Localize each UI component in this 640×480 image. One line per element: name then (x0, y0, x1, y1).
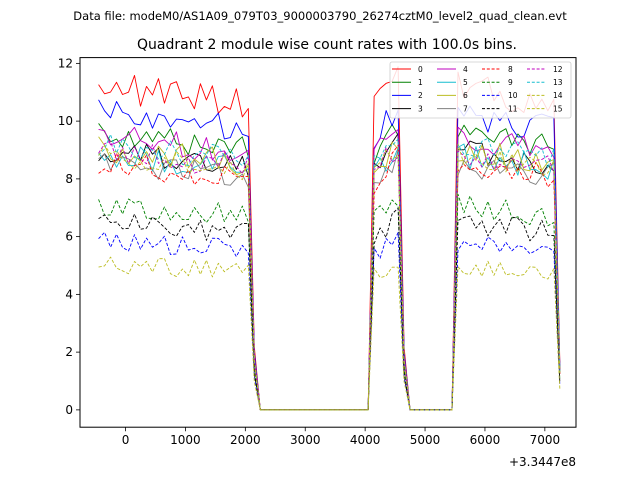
plot-area (79, 57, 577, 428)
y-tick-label: 2 (65, 345, 73, 359)
x-tick-label: 5000 (410, 433, 441, 447)
x-tick-label: 6000 (470, 433, 501, 447)
figure-suptitle: Data file: modeM0/AS1A09_079T03_90000037… (73, 9, 567, 23)
axes-frame (79, 57, 577, 428)
x-tick-label: 1000 (170, 433, 201, 447)
legend-label-0: 0 (418, 65, 423, 74)
legend-label-8: 8 (508, 65, 513, 74)
series-layer (98, 66, 561, 411)
series-line-15 (98, 143, 561, 411)
legend-label-9: 9 (508, 78, 513, 87)
series-line-6 (98, 136, 561, 411)
series-line-9 (98, 193, 561, 411)
y-tick-label: 8 (65, 172, 73, 186)
legend-label-7: 7 (463, 104, 468, 113)
legend-label-5: 5 (463, 78, 468, 87)
legend-label-12: 12 (553, 65, 563, 74)
y-tick-label: 4 (65, 287, 73, 301)
x-tick-label: 2000 (230, 433, 261, 447)
series-line-12 (98, 140, 561, 411)
legend-label-2: 2 (418, 91, 423, 100)
series-line-7 (98, 149, 561, 411)
series-line-5 (98, 143, 561, 411)
y-tick-label: 10 (58, 114, 73, 128)
legend-label-3: 3 (418, 104, 423, 113)
x-axis-offset-label: +3.3447e8 (509, 455, 576, 469)
y-tick-label: 12 (58, 56, 73, 70)
legend-label-13: 13 (553, 78, 563, 87)
x-tick-label: 7000 (530, 433, 561, 447)
y-tick-label: 0 (65, 403, 73, 417)
x-axis: 0 1000 2000 3000 4000 5000 6000 7000 (122, 427, 560, 447)
legend-label-11: 11 (508, 104, 518, 113)
x-tick-label: 0 (122, 433, 130, 447)
legend-label-4: 4 (463, 65, 468, 74)
legend-box (389, 61, 572, 119)
legend-label-1: 1 (418, 78, 423, 87)
series-line-10 (98, 231, 561, 411)
legend-label-10: 10 (508, 91, 518, 100)
legend-label-14: 14 (553, 91, 563, 100)
series-line-14 (98, 256, 561, 411)
y-tick-label: 6 (65, 230, 73, 244)
y-axis: 0 2 4 6 8 10 12 (58, 56, 80, 417)
x-tick-label: 4000 (350, 433, 381, 447)
legend-label-15: 15 (553, 104, 563, 113)
chart-title: Quadrant 2 module wise count rates with … (137, 37, 517, 53)
series-line-13 (98, 134, 561, 411)
series-line-8 (98, 145, 561, 411)
series-line-3 (98, 133, 561, 411)
legend-label-6: 6 (463, 91, 468, 100)
x-tick-label: 3000 (290, 433, 321, 447)
